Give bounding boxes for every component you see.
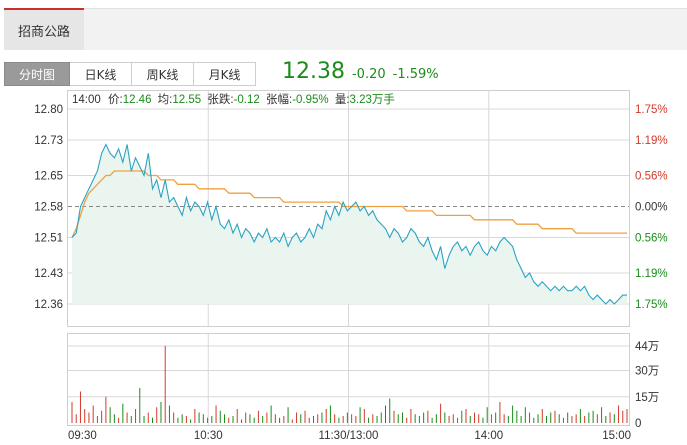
- y-tick-label: 12.80: [34, 104, 63, 116]
- y-tick-pct-label: 0.56%: [635, 233, 668, 245]
- y-tick-label: 12.58: [34, 202, 63, 214]
- quote-bar: 12.38 -0.20 -1.59%: [282, 59, 439, 84]
- tab-daily-k[interactable]: 日K线: [70, 62, 132, 86]
- y-tick-pct-label: 0.00%: [635, 202, 668, 214]
- tab-strip: [84, 8, 687, 50]
- y-tick-pct-label: 1.19%: [635, 268, 668, 280]
- tab-weekly-k[interactable]: 周K线: [132, 62, 194, 86]
- price-change-pct: -1.59%: [392, 67, 439, 82]
- view-tabs: 分时图 日K线 周K线 月K线: [4, 62, 256, 86]
- x-tick-label: 10:30: [194, 430, 223, 442]
- y-tick-label: 12.36: [34, 299, 63, 311]
- price-change: -0.20: [351, 67, 386, 82]
- price-line: [71, 143, 627, 305]
- info-vol-label: 量:: [335, 93, 350, 106]
- info-change: -0.12: [234, 94, 260, 106]
- vol-tick-label: 44万: [635, 341, 659, 353]
- y-tick-pct-label: 1.75%: [635, 299, 668, 311]
- info-bar: 14:00 价:12.46 均:12.55 张跌:-0.12 张幅:-0.95%…: [72, 92, 395, 106]
- info-vol: 3.23万手: [350, 92, 395, 106]
- x-tick-label: 15:00: [602, 430, 631, 442]
- info-time: 14:00: [72, 94, 101, 106]
- info-avg: 12.55: [172, 94, 201, 106]
- price-area-fill: [72, 144, 627, 304]
- y-tick-pct-label: 0.56%: [635, 170, 668, 182]
- tab-monthly-k[interactable]: 月K线: [194, 62, 256, 86]
- info-change-label: 张跌:: [207, 92, 233, 106]
- x-tick-label: 14:00: [474, 430, 503, 442]
- volume-bars: [71, 346, 628, 423]
- info-pct: -0.95%: [292, 94, 328, 106]
- info-price-label: 价:: [108, 93, 123, 106]
- stock-tab[interactable]: 招商公路: [4, 8, 84, 50]
- y-tick-pct-label: 1.19%: [635, 135, 668, 147]
- y-tick-label: 12.73: [34, 135, 63, 147]
- y-tick-label: 12.51: [34, 233, 63, 245]
- y-tick-label: 12.43: [34, 268, 63, 280]
- vol-tick-label: 15万: [635, 392, 659, 404]
- y-tick-label: 12.65: [34, 170, 63, 182]
- info-avg-label: 均:: [158, 93, 173, 106]
- y-tick-pct-label: 1.75%: [635, 104, 668, 116]
- vol-tick-label: 0: [635, 418, 641, 430]
- tab-intraday[interactable]: 分时图: [4, 62, 70, 86]
- current-price: 12.38: [282, 59, 345, 84]
- vol-tick-label: 30万: [635, 366, 659, 378]
- x-tick-label: 09:30: [68, 430, 97, 442]
- average-price-line: [71, 170, 627, 238]
- stock-tab-label: 招商公路: [17, 24, 70, 40]
- info-pct-label: 张幅:: [266, 93, 292, 106]
- info-price: 12.46: [123, 94, 152, 106]
- x-tick-label: 11:30/13:00: [319, 430, 379, 442]
